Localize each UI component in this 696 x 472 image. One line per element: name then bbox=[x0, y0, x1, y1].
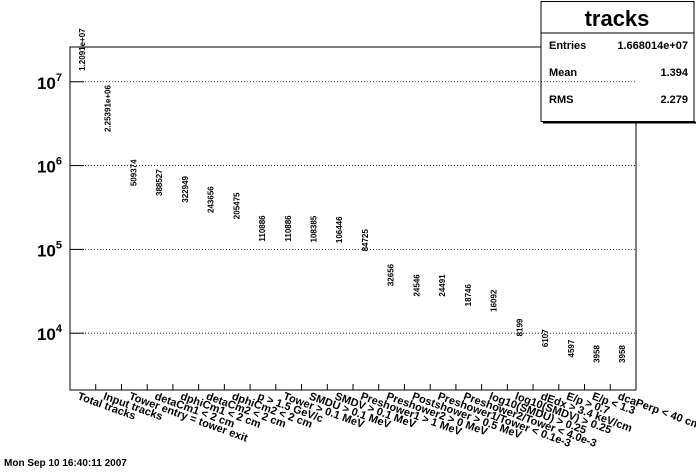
value-label: 205475 bbox=[232, 192, 241, 219]
stats-title: tracks bbox=[585, 6, 650, 31]
stats-value: 2.279 bbox=[660, 94, 688, 106]
stats-box bbox=[540, 1, 695, 122]
value-label: 110886 bbox=[258, 215, 267, 242]
value-label: 3958 bbox=[618, 345, 627, 363]
value-label: 388527 bbox=[155, 169, 164, 196]
stats-name: RMS bbox=[549, 94, 573, 106]
value-label: 322949 bbox=[181, 175, 190, 202]
value-label: 2.25391e+06 bbox=[104, 85, 113, 132]
y-tick-label: 106 bbox=[37, 156, 62, 177]
value-label: 108385 bbox=[310, 215, 319, 242]
y-tick-label: 105 bbox=[37, 239, 62, 260]
stats-name: Entries bbox=[549, 40, 586, 52]
y-tick-label: 104 bbox=[37, 323, 63, 344]
value-label: 18746 bbox=[464, 284, 473, 307]
value-label: 1.2091e+07 bbox=[78, 28, 87, 71]
value-label: 24491 bbox=[438, 274, 447, 297]
y-tick-label: 107 bbox=[37, 72, 62, 93]
value-label: 84725 bbox=[361, 229, 370, 252]
value-label: 24546 bbox=[412, 274, 421, 297]
value-label: 32656 bbox=[387, 263, 396, 286]
value-label: 106446 bbox=[335, 216, 344, 243]
value-label: 110886 bbox=[284, 215, 293, 242]
value-label: 3958 bbox=[593, 345, 602, 363]
timestamp: Mon Sep 10 16:40:11 2007 bbox=[4, 458, 127, 469]
stats-shadow bbox=[543, 121, 696, 124]
value-label: 16092 bbox=[490, 289, 499, 312]
value-label: 4597 bbox=[567, 339, 576, 357]
value-label: 509374 bbox=[129, 159, 138, 186]
value-label: 8199 bbox=[515, 318, 524, 336]
value-label: 243656 bbox=[207, 186, 216, 213]
stats-value: 1.668014e+07 bbox=[617, 40, 688, 52]
stats-name: Mean bbox=[549, 67, 577, 79]
value-label: 6107 bbox=[541, 329, 550, 347]
stats-value: 1.394 bbox=[660, 67, 688, 79]
